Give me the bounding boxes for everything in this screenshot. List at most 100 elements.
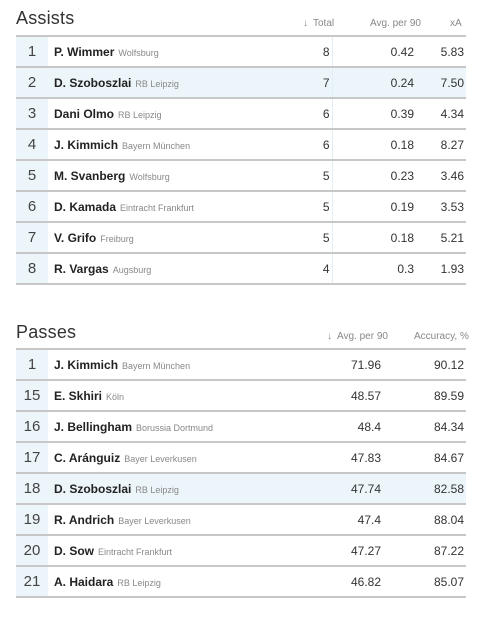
- team-name[interactable]: Köln: [106, 391, 125, 402]
- team-name[interactable]: Eintracht Frankfurt: [98, 546, 173, 557]
- table-row[interactable]: 15 E. Skhiri Köln 48.57 89.59: [16, 380, 466, 412]
- team-name[interactable]: Eintracht Frankfurt: [120, 202, 195, 213]
- table-row[interactable]: 21 A. Haidara RB Leipzig 46.82 85.07: [16, 566, 466, 598]
- rank-cell: 4: [16, 129, 48, 161]
- table-row[interactable]: 1 J. Kimmich Bayern München 71.96 90.12: [16, 349, 466, 381]
- player-name[interactable]: J. Kimmich: [54, 137, 119, 152]
- table-row[interactable]: 8 R. Vargas Augsburg 4 0.3 1.93: [16, 253, 466, 285]
- avg-cell: 0.19: [331, 191, 416, 223]
- player-cell: C. Aránguiz Bayer Leverkusen: [48, 442, 298, 474]
- table-row[interactable]: 3 Dani Olmo RB Leipzig 6 0.39 4.34: [16, 98, 466, 130]
- player-name[interactable]: C. Aránguiz: [54, 450, 121, 465]
- passes-header-avg[interactable]: Avg. per 90: [337, 331, 388, 342]
- player-name[interactable]: D. Szoboszlai: [54, 481, 132, 496]
- rank-cell: 15: [16, 380, 48, 412]
- player-name[interactable]: D. Szoboszlai: [54, 75, 132, 90]
- accuracy-cell: 84.34: [383, 411, 466, 443]
- player-name[interactable]: J. Kimmich: [54, 357, 119, 372]
- avg-cell: 48.4: [298, 411, 383, 443]
- total-cell: 6: [257, 129, 332, 161]
- assists-header-avg[interactable]: Avg. per 90: [370, 18, 421, 29]
- player-cell: D. Sow Eintracht Frankfurt: [48, 535, 298, 567]
- team-name[interactable]: RB Leipzig: [135, 78, 179, 89]
- player-name[interactable]: Dani Olmo: [54, 106, 115, 121]
- avg-cell: 47.27: [298, 535, 383, 567]
- accuracy-cell: 84.67: [383, 442, 466, 474]
- xa-cell: 8.27: [416, 129, 466, 161]
- table-row[interactable]: 1 P. Wimmer Wolfsburg 8 0.42 5.83: [16, 36, 466, 68]
- player-name[interactable]: A. Haidara: [54, 574, 114, 589]
- player-cell: R. Andrich Bayer Leverkusen: [48, 504, 298, 536]
- player-cell: D. Kamada Eintracht Frankfurt: [48, 191, 257, 223]
- player-cell: D. Szoboszlai RB Leipzig: [48, 473, 298, 505]
- player-name[interactable]: D. Kamada: [54, 199, 117, 214]
- rank-cell: 17: [16, 442, 48, 474]
- rank-cell: 6: [16, 191, 48, 223]
- assists-title: Assists: [16, 8, 75, 28]
- team-name[interactable]: Bayern München: [122, 140, 191, 151]
- player-name[interactable]: M. Svanberg: [54, 168, 126, 183]
- passes-title: Passes: [16, 322, 77, 342]
- player-name[interactable]: J. Bellingham: [54, 419, 133, 434]
- team-name[interactable]: Wolfsburg: [118, 47, 159, 58]
- xa-cell: 7.50: [416, 67, 466, 99]
- avg-cell: 0.18: [331, 129, 416, 161]
- passes-sort-arrow-icon[interactable]: ↓: [327, 331, 332, 342]
- passes-header-accuracy[interactable]: Accuracy, %: [414, 331, 469, 342]
- assists-header-total[interactable]: Total: [313, 18, 335, 29]
- player-cell: A. Haidara RB Leipzig: [48, 566, 298, 598]
- table-row[interactable]: 7 V. Grifo Freiburg 5 0.18 5.21: [16, 222, 466, 254]
- xa-cell: 4.34: [416, 98, 466, 130]
- avg-cell: 0.24: [331, 67, 416, 99]
- rank-cell: 8: [16, 253, 48, 285]
- xa-cell: 5.21: [416, 222, 466, 254]
- player-cell: M. Svanberg Wolfsburg: [48, 160, 257, 192]
- player-name[interactable]: R. Andrich: [54, 512, 115, 527]
- accuracy-cell: 88.04: [383, 504, 466, 536]
- avg-cell: 0.3: [331, 253, 416, 285]
- player-name[interactable]: V. Grifo: [54, 230, 97, 245]
- accuracy-cell: 89.59: [383, 380, 466, 412]
- rank-cell: 2: [16, 67, 48, 99]
- team-name[interactable]: Freiburg: [100, 233, 134, 244]
- rank-cell: 20: [16, 535, 48, 567]
- team-name[interactable]: RB Leipzig: [118, 109, 162, 120]
- team-name[interactable]: Borussia Dortmund: [136, 422, 214, 433]
- table-row[interactable]: 19 R. Andrich Bayer Leverkusen 47.4 88.04: [16, 504, 466, 536]
- assists-header-xa[interactable]: xA: [450, 18, 462, 29]
- rank-cell: 1: [16, 36, 48, 68]
- table-row[interactable]: 2 D. Szoboszlai RB Leipzig 7 0.24 7.50: [16, 67, 466, 99]
- team-name[interactable]: Augsburg: [112, 264, 152, 275]
- player-name[interactable]: E. Skhiri: [54, 388, 103, 403]
- team-name[interactable]: Bayer Leverkusen: [124, 453, 197, 464]
- avg-cell: 0.18: [331, 222, 416, 254]
- player-name[interactable]: D. Sow: [54, 543, 95, 558]
- table-row[interactable]: 20 D. Sow Eintracht Frankfurt 47.27 87.22: [16, 535, 466, 567]
- team-name[interactable]: Bayern München: [122, 360, 191, 371]
- avg-cell: 48.57: [298, 380, 383, 412]
- table-row[interactable]: 6 D. Kamada Eintracht Frankfurt 5 0.19 3.53: [16, 191, 466, 223]
- total-cell: 6: [257, 98, 332, 130]
- avg-cell: 0.39: [331, 98, 416, 130]
- player-name[interactable]: R. Vargas: [54, 261, 109, 276]
- player-cell: J. Bellingham Borussia Dortmund: [48, 411, 298, 443]
- avg-cell: 47.74: [298, 473, 383, 505]
- player-cell: E. Skhiri Köln: [48, 380, 298, 412]
- total-cell: 5: [257, 222, 332, 254]
- table-row[interactable]: 18 D. Szoboszlai RB Leipzig 47.74 82.58: [16, 473, 466, 505]
- xa-cell: 3.53: [416, 191, 466, 223]
- team-name[interactable]: Wolfsburg: [129, 171, 170, 182]
- table-row[interactable]: 17 C. Aránguiz Bayer Leverkusen 47.83 84.67: [16, 442, 466, 474]
- avg-cell: 47.83: [298, 442, 383, 474]
- rank-cell: 1: [16, 349, 48, 381]
- team-name[interactable]: Bayer Leverkusen: [118, 515, 191, 526]
- table-row[interactable]: 16 J. Bellingham Borussia Dortmund 48.4 84.3…: [16, 411, 466, 443]
- team-name[interactable]: RB Leipzig: [117, 577, 161, 588]
- table-row[interactable]: 5 M. Svanberg Wolfsburg 5 0.23 3.46: [16, 160, 466, 192]
- team-name[interactable]: RB Leipzig: [135, 484, 179, 495]
- player-cell: J. Kimmich Bayern München: [48, 129, 257, 161]
- table-row[interactable]: 4 J. Kimmich Bayern München 6 0.18 8.27: [16, 129, 466, 161]
- accuracy-cell: 82.58: [383, 473, 466, 505]
- assists-sort-arrow-icon[interactable]: ↓: [303, 18, 308, 29]
- player-name[interactable]: P. Wimmer: [54, 44, 115, 59]
